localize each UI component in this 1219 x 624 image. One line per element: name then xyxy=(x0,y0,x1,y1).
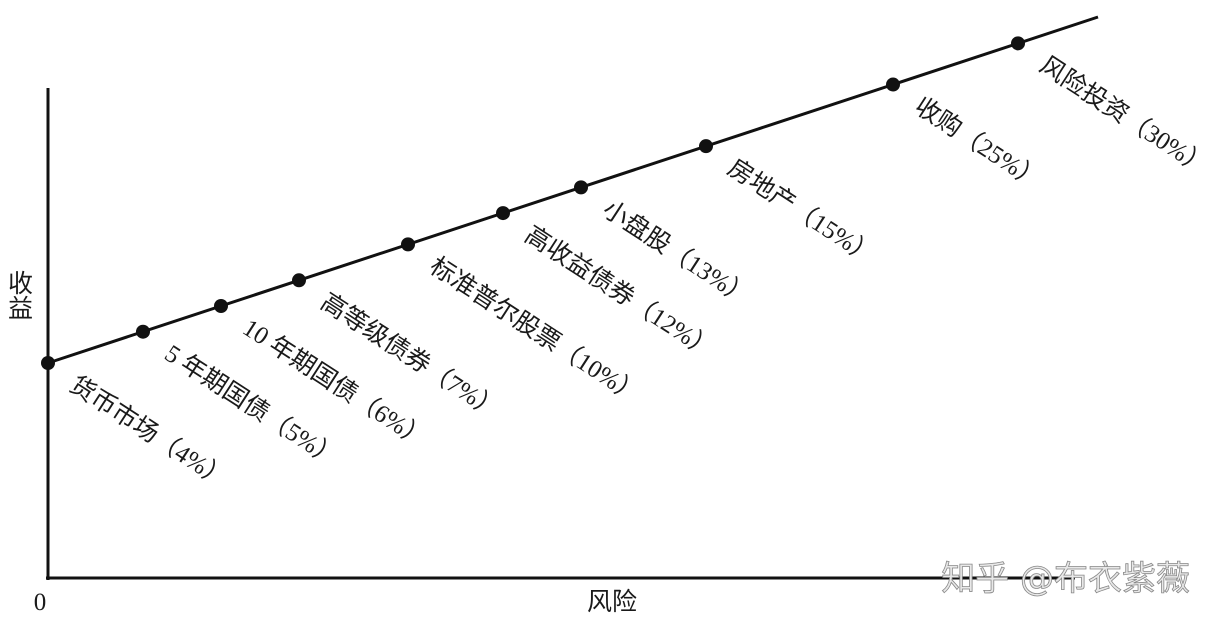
x-axis-label: 风险 xyxy=(587,588,637,616)
node-point xyxy=(214,298,228,313)
node-point xyxy=(41,356,55,370)
node-label: 房地产（15%） xyxy=(723,154,882,271)
node-point xyxy=(574,180,588,195)
node-point xyxy=(699,139,713,154)
node-label: 10 年期国债（6%） xyxy=(238,314,433,454)
origin-label: 0 xyxy=(34,589,47,616)
node-point xyxy=(401,237,415,252)
node-point xyxy=(496,206,510,221)
risk-return-line xyxy=(47,15,1099,365)
watermark: 知乎 @布衣紫薇 xyxy=(941,559,1190,599)
node-point xyxy=(292,273,306,288)
node-point xyxy=(136,324,150,339)
nodes: 货币市场（4%）5 年期国债（5%）10 年期国债（6%）高等级债券（7%）标准… xyxy=(41,36,1214,494)
node-label: 收购（25%） xyxy=(910,92,1048,195)
y-axis-label: 收益 xyxy=(5,270,33,320)
node-label: 风险投资（30%） xyxy=(1035,51,1214,181)
node-point xyxy=(1011,36,1025,51)
node-point xyxy=(886,77,900,92)
